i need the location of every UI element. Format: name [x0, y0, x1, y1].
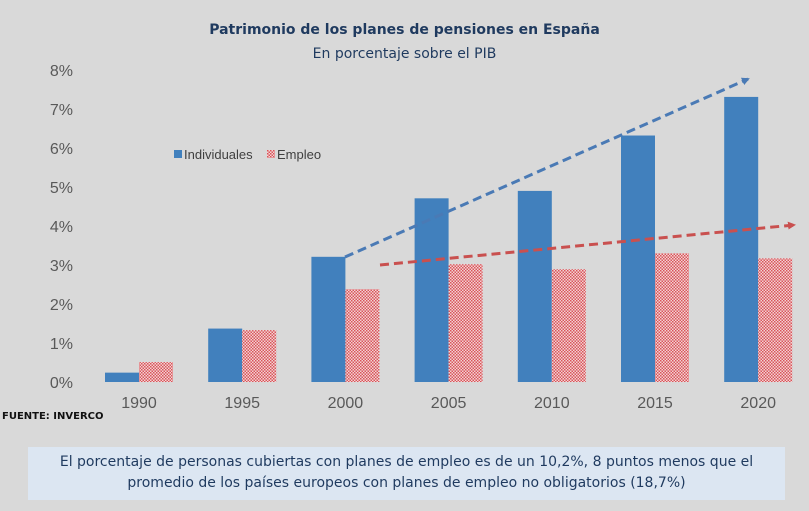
x-tick-label: 2000 — [328, 395, 364, 412]
source-label: FUENTE: INVERCO — [2, 411, 104, 422]
x-tick-label: 1995 — [224, 395, 260, 412]
bar-empleo-2020 — [758, 258, 793, 382]
bar-individuales-2010 — [517, 190, 552, 382]
bar-individuales-2000 — [311, 256, 346, 382]
chart-subtitle: En porcentaje sobre el PIB — [312, 46, 497, 62]
y-tick-label: 7% — [50, 102, 73, 119]
bar-empleo-2015 — [655, 253, 689, 382]
y-tick-label: 3% — [50, 258, 73, 275]
bar-empleo-1995 — [242, 330, 277, 382]
bar-empleo-2005 — [448, 264, 483, 382]
x-tick-label: 2005 — [431, 395, 467, 412]
bar-chart: 0% 1% 2% 3% 4% 5% 6% 7% 8% 1990 1995 2000 2005 2010 2… — [50, 63, 796, 412]
chart-title: Patrimonio de los planes de pensiones en… — [209, 22, 600, 38]
bar-individuales-1990 — [105, 372, 139, 382]
bar-individuales-2005 — [414, 198, 449, 382]
x-tick-label: 1990 — [121, 395, 157, 412]
y-tick-label: 1% — [50, 336, 73, 353]
legend-swatch-individuales — [174, 150, 182, 158]
trend-arrow-individuales — [344, 77, 750, 259]
bar-individuales-1995 — [208, 328, 243, 382]
bar-individuales-2015 — [621, 135, 655, 382]
legend-label-empleo: Empleo — [277, 147, 321, 162]
y-tick-label: 6% — [50, 141, 73, 158]
legend-label-individuales: Individuales — [184, 147, 253, 162]
bar-empleo-2000 — [345, 289, 380, 382]
y-tick-label: 5% — [50, 180, 73, 197]
y-tick-label: 0% — [50, 375, 73, 392]
bar-individuales-2020 — [724, 96, 759, 382]
y-tick-label: 8% — [50, 63, 73, 80]
x-tick-label: 2010 — [534, 395, 570, 412]
bar-empleo-2010 — [551, 269, 586, 382]
x-tick-label: 2015 — [637, 395, 673, 412]
note-box: El porcentaje de personas cubiertas con … — [28, 447, 785, 500]
x-tick-label: 2020 — [740, 395, 776, 412]
bar-empleo-1990 — [139, 362, 173, 382]
legend-swatch-empleo — [267, 150, 275, 158]
y-tick-label: 4% — [50, 219, 73, 236]
y-tick-label: 2% — [50, 297, 73, 314]
